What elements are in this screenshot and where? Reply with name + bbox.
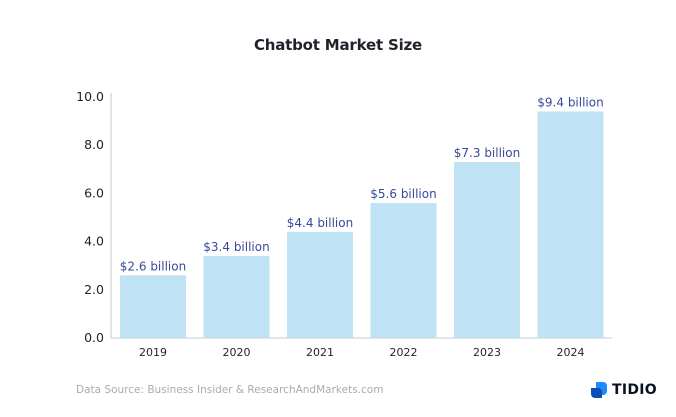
bar-2020	[203, 256, 270, 338]
bars	[120, 111, 604, 339]
bar-2021	[287, 231, 353, 338]
chart-title: Chatbot Market Size	[253, 36, 423, 54]
data-label-2021: $4.4 billion	[287, 216, 353, 230]
x-tick-label: 2024	[557, 346, 585, 359]
brand-name: TIDIO	[612, 382, 657, 398]
y-tick-label: 10.0	[76, 89, 104, 104]
tidio-logo-icon	[589, 380, 609, 400]
bar-2023	[454, 162, 520, 338]
y-tick-label: 2.0	[84, 282, 104, 297]
y-axis: 0.0 2.0 4.0 6.0 8.0 10.0	[76, 89, 112, 345]
data-label-2024: $9.4 billion	[537, 95, 603, 109]
x-tick-label: 2019	[139, 346, 167, 359]
data-label-2022: $5.6 billion	[370, 187, 436, 201]
data-labels: $2.6 billion $3.4 billion $4.4 billion $5.6…	[120, 95, 604, 273]
bar-2024	[537, 111, 604, 339]
bar-2019	[120, 275, 186, 338]
data-label-2023: $7.3 billion	[454, 146, 520, 160]
y-tick-label: 0.0	[84, 330, 104, 345]
data-label-2020: $3.4 billion	[203, 240, 269, 254]
x-tick-label: 2022	[390, 346, 418, 359]
data-label-2019: $2.6 billion	[120, 259, 186, 273]
x-axis: 2019 2020 2021 2022 2023 2024	[111, 337, 612, 359]
y-tick-label: 6.0	[84, 185, 104, 200]
bar-2022	[370, 203, 437, 338]
y-tick-label: 4.0	[84, 234, 104, 249]
y-tick-label: 8.0	[84, 137, 104, 152]
tidio-brand: TIDIO	[589, 380, 657, 400]
data-source-note: Data Source: Business Insider & Research…	[76, 384, 384, 396]
x-tick-label: 2020	[223, 346, 251, 359]
x-tick-label: 2023	[473, 346, 501, 359]
x-tick-label: 2021	[306, 346, 334, 359]
